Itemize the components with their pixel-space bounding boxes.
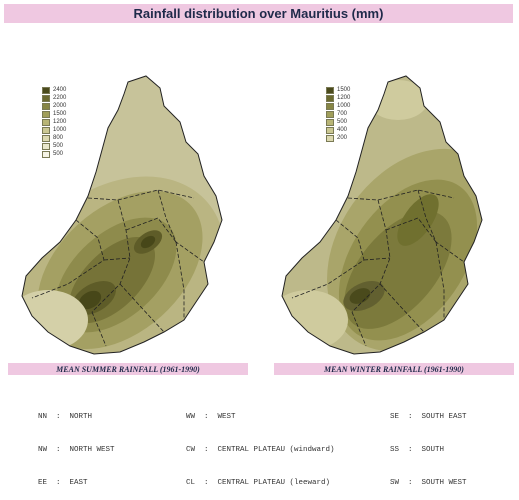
legend-label: 200 xyxy=(337,135,348,141)
summer-caption: MEAN SUMMER RAINFALL (1961-1990) xyxy=(8,363,248,375)
legend-entry: 800 xyxy=(42,134,74,142)
key-column-1: NN : NORTH NW : NORTH WEST EE : EAST xyxy=(38,390,115,500)
legend-label: 500 xyxy=(53,151,64,157)
legend-swatch xyxy=(42,150,50,158)
winter-caption: MEAN WINTER RAINFALL (1961-1990) xyxy=(274,363,514,375)
legend-swatch xyxy=(326,118,334,126)
key-column-3: SE : SOUTH EAST SS : SOUTH SW : SOUTH WE… xyxy=(390,390,467,500)
legend-swatch xyxy=(326,86,334,94)
key-item: NN : NORTH xyxy=(38,413,93,421)
legend-label: 2400 xyxy=(53,87,67,93)
legend-swatch xyxy=(326,134,334,142)
legend-label: 1200 xyxy=(337,95,351,101)
legend-label: 500 xyxy=(53,143,64,149)
legend-swatch xyxy=(42,94,50,102)
legend-label: 1500 xyxy=(337,87,351,93)
legend-swatch xyxy=(326,110,334,118)
key-item: CL : CENTRAL PLATEAU (leeward) xyxy=(186,479,331,487)
legend-swatch xyxy=(42,86,50,94)
legend-swatch xyxy=(42,102,50,110)
legend-entry: 400 xyxy=(326,126,358,134)
legend-entry: 2400 xyxy=(42,86,74,94)
winter-rainfall-map xyxy=(281,75,483,355)
legend-entry: 200 xyxy=(326,134,358,142)
key-item: WW : WEST xyxy=(186,413,236,421)
key-item: NW : NORTH WEST xyxy=(38,446,115,454)
key-column-2: WW : WEST CW : CENTRAL PLATEAU (windward… xyxy=(186,390,335,500)
winter-legend: 1500 1200 1000 700 500 400 200 xyxy=(326,86,358,142)
legend-swatch xyxy=(42,134,50,142)
legend-entry: 700 xyxy=(326,110,358,118)
key-item: SS : SOUTH xyxy=(390,446,445,454)
legend-entry: 1200 xyxy=(326,94,358,102)
key-item: EE : EAST xyxy=(38,479,88,487)
winter-caption-text: MEAN WINTER RAINFALL (1961-1990) xyxy=(324,364,464,374)
legend-swatch xyxy=(42,118,50,126)
summer-legend: 2400 2200 2000 1500 1200 1000 800 500 500 xyxy=(42,86,74,158)
legend-entry: 2200 xyxy=(42,94,74,102)
legend-label: 800 xyxy=(53,135,64,141)
key-item: CW : CENTRAL PLATEAU (windward) xyxy=(186,446,335,454)
legend-entry: 2000 xyxy=(42,102,74,110)
legend-label: 1500 xyxy=(53,111,67,117)
page-title: Rainfall distribution over Mauritius (mm… xyxy=(133,6,384,21)
legend-label: 1000 xyxy=(337,103,351,109)
legend-label: 1000 xyxy=(53,127,67,133)
legend-entry: 1000 xyxy=(326,102,358,110)
legend-entry: 1200 xyxy=(42,118,74,126)
legend-swatch xyxy=(326,126,334,134)
title-bar: Rainfall distribution over Mauritius (mm… xyxy=(4,4,513,23)
legend-swatch xyxy=(326,94,334,102)
summer-rainfall-map xyxy=(21,75,223,355)
legend-entry: 500 xyxy=(42,142,74,150)
legend-label: 2000 xyxy=(53,103,67,109)
legend-entry: 500 xyxy=(42,150,74,158)
legend-entry: 1500 xyxy=(326,86,358,94)
legend-entry: 500 xyxy=(326,118,358,126)
legend-swatch xyxy=(326,102,334,110)
legend-swatch xyxy=(42,110,50,118)
legend-swatch xyxy=(42,142,50,150)
legend-label: 400 xyxy=(337,127,348,133)
key-item: SW : SOUTH WEST xyxy=(390,479,467,487)
legend-label: 1200 xyxy=(53,119,67,125)
legend-swatch xyxy=(42,126,50,134)
legend-label: 500 xyxy=(337,119,348,125)
key-item: SE : SOUTH EAST xyxy=(390,413,467,421)
legend-entry: 1500 xyxy=(42,110,74,118)
legend-label: 2200 xyxy=(53,95,67,101)
summer-caption-text: MEAN SUMMER RAINFALL (1961-1990) xyxy=(56,364,200,374)
legend-entry: 1000 xyxy=(42,126,74,134)
legend-label: 700 xyxy=(337,111,348,117)
